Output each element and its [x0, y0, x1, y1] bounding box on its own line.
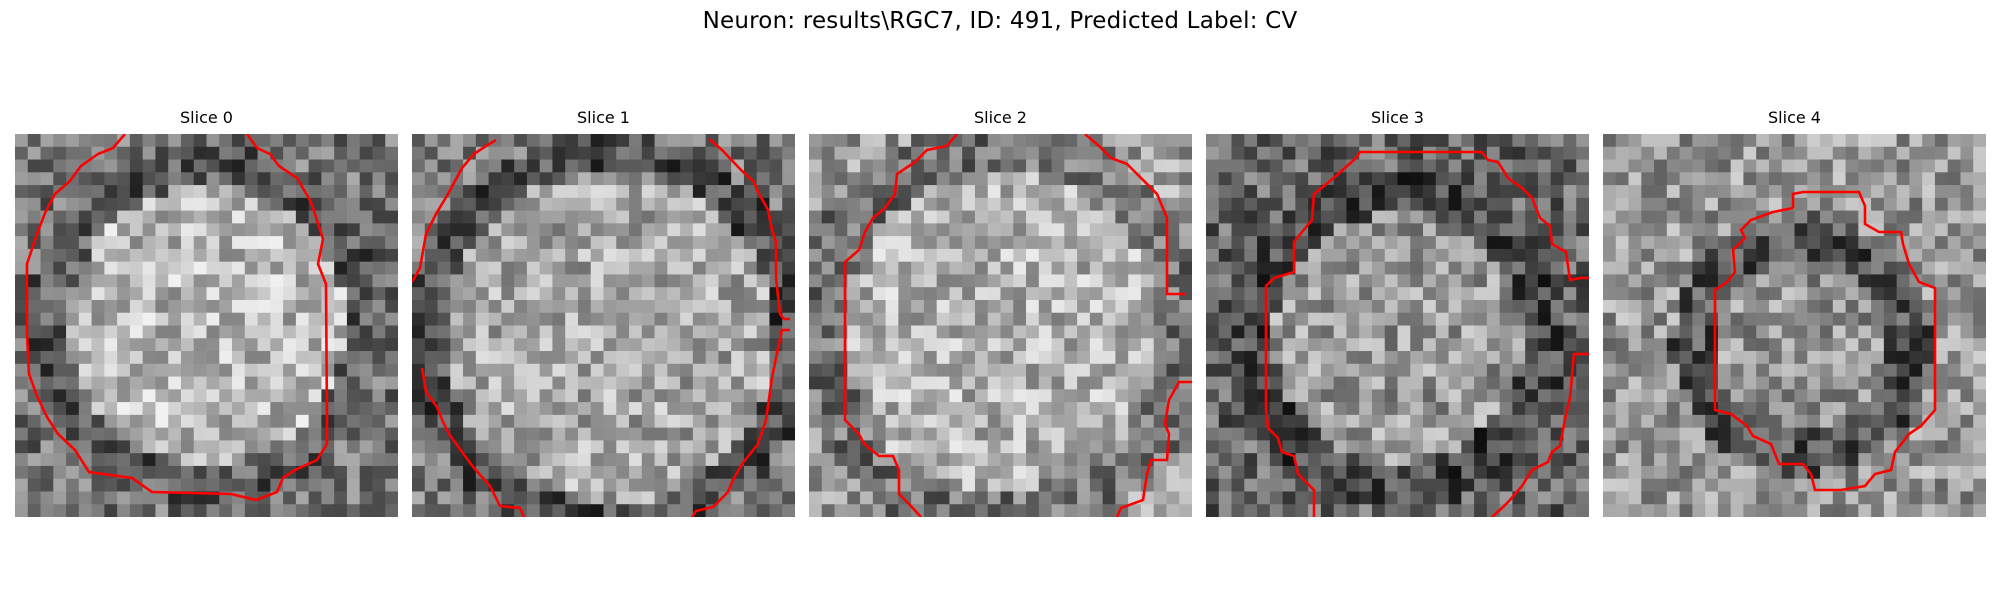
segmentation-contour-left-top — [412, 140, 496, 282]
slice-image-2 — [809, 134, 1192, 517]
grayscale-pixels — [809, 134, 1192, 517]
segmentation-contour-right — [1085, 134, 1185, 294]
slice-title: Slice 0 — [180, 108, 233, 127]
slice-title: Slice 4 — [1768, 108, 1821, 127]
grayscale-pixels — [15, 134, 398, 517]
slice-image-0 — [15, 134, 398, 517]
slice-image-4 — [1603, 134, 1986, 517]
segmentation-contour-right-top — [709, 139, 790, 319]
grayscale-pixels — [1603, 134, 1986, 517]
segmentation-contour-right-bottom — [692, 330, 790, 517]
grayscale-pixels — [412, 134, 795, 517]
slice-title: Slice 1 — [577, 108, 630, 127]
slice-image-3 — [1206, 134, 1589, 517]
segmentation-contour-left — [845, 134, 957, 517]
segmentation-contour — [1715, 192, 1935, 490]
slice-title: Slice 2 — [974, 108, 1027, 127]
grayscale-pixels — [1206, 134, 1589, 517]
segmentation-contour-left-bottom — [422, 368, 524, 517]
segmentation-contour-right-bottom — [1117, 382, 1192, 517]
slice-title: Slice 3 — [1371, 108, 1424, 127]
segmentation-contour — [27, 134, 327, 500]
segmentation-contour-bottom-right — [1492, 354, 1589, 517]
segmentation-contour — [1266, 152, 1589, 517]
slice-image-1 — [412, 134, 795, 517]
figure-title: Neuron: results\RGC7, ID: 491, Predicted… — [702, 8, 1298, 34]
